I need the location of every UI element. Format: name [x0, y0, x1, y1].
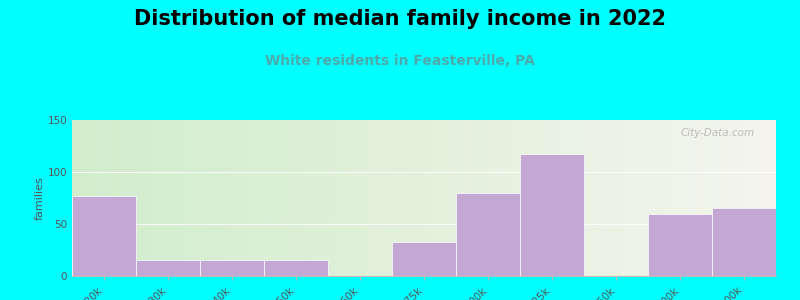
Bar	[200, 260, 264, 276]
Bar	[264, 260, 328, 276]
Text: Distribution of median family income in 2022: Distribution of median family income in …	[134, 9, 666, 29]
Bar	[392, 242, 456, 276]
Bar	[520, 154, 584, 276]
Bar	[712, 208, 776, 276]
Bar	[456, 193, 520, 276]
Text: City-Data.com: City-Data.com	[681, 128, 755, 138]
Y-axis label: families: families	[34, 176, 45, 220]
Text: White residents in Feasterville, PA: White residents in Feasterville, PA	[265, 54, 535, 68]
Bar	[72, 196, 136, 276]
Bar	[648, 214, 712, 276]
Bar	[136, 260, 200, 276]
